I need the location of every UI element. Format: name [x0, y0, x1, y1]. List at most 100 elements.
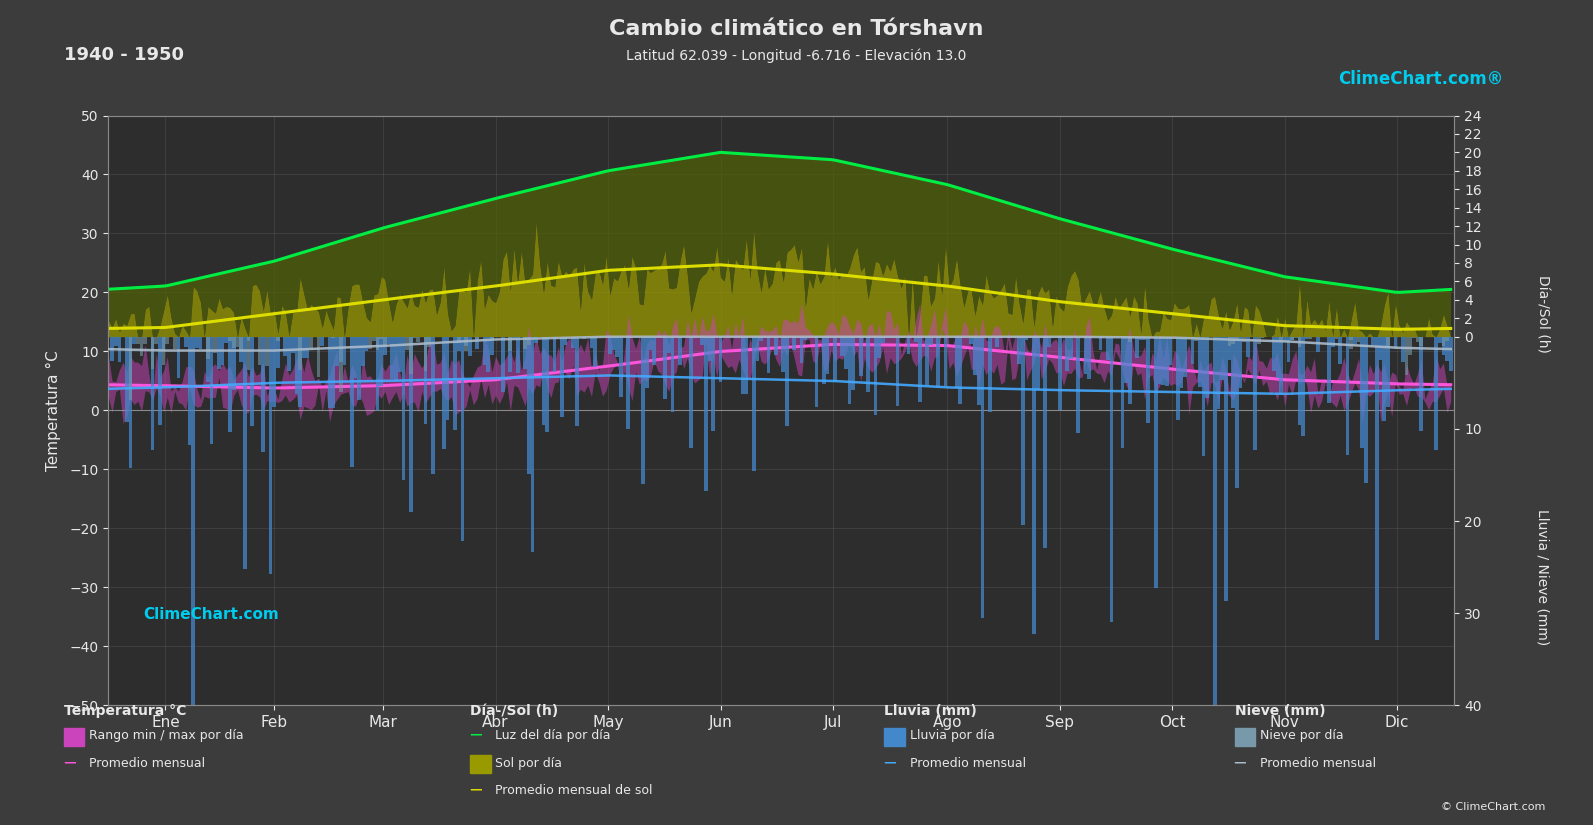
Bar — [553, 337, 556, 372]
Bar — [833, 337, 836, 382]
Bar — [814, 337, 819, 407]
Bar — [1400, 337, 1405, 362]
Bar — [914, 337, 918, 342]
Bar — [1021, 337, 1024, 525]
Bar — [825, 337, 830, 375]
Bar — [129, 337, 132, 399]
Bar — [760, 337, 763, 341]
Bar — [298, 337, 303, 370]
Bar — [409, 337, 413, 512]
Bar — [382, 337, 387, 345]
Bar — [129, 337, 132, 468]
Bar — [620, 337, 623, 398]
Bar — [261, 337, 264, 452]
Text: © ClimeChart.com: © ClimeChart.com — [1440, 802, 1545, 812]
Bar — [350, 337, 354, 468]
Bar — [1158, 337, 1161, 384]
Bar — [996, 337, 999, 347]
Bar — [1327, 337, 1330, 403]
Bar — [1450, 337, 1453, 371]
Text: Temperatura °C: Temperatura °C — [64, 705, 186, 719]
Bar — [878, 337, 881, 358]
Text: Día-/Sol (h): Día-/Sol (h) — [470, 705, 558, 719]
Bar — [393, 337, 398, 381]
Bar — [1434, 337, 1438, 450]
Bar — [409, 337, 413, 375]
Bar — [508, 337, 513, 372]
Bar — [701, 337, 704, 345]
Bar — [427, 337, 432, 347]
Bar — [118, 337, 121, 362]
Bar — [847, 337, 851, 404]
Bar — [1257, 337, 1260, 344]
Bar — [1380, 337, 1383, 360]
Bar — [335, 337, 339, 366]
Bar — [1416, 337, 1419, 342]
Bar — [1128, 337, 1131, 342]
Bar — [457, 337, 460, 342]
Bar — [712, 337, 715, 431]
Bar — [213, 337, 217, 353]
Bar — [523, 337, 527, 349]
Bar — [645, 337, 648, 388]
Bar — [339, 337, 342, 392]
Bar — [1411, 337, 1416, 338]
Bar — [468, 337, 472, 356]
Bar — [1176, 337, 1180, 420]
Bar — [589, 337, 593, 348]
Bar — [1158, 337, 1161, 338]
Bar — [1357, 337, 1360, 342]
Bar — [561, 337, 564, 417]
Bar — [1364, 337, 1368, 483]
Bar — [508, 337, 513, 351]
Bar — [937, 337, 940, 387]
Bar — [387, 337, 390, 344]
Bar — [1231, 337, 1235, 344]
Bar — [1106, 337, 1110, 360]
Bar — [542, 337, 545, 426]
Bar — [233, 337, 236, 390]
Bar — [782, 337, 785, 372]
Bar — [977, 337, 981, 405]
Bar — [446, 337, 449, 420]
Bar — [221, 337, 225, 365]
Bar — [1372, 337, 1375, 346]
Text: ─: ─ — [884, 754, 895, 772]
Text: 1940 - 1950: 1940 - 1950 — [64, 46, 183, 64]
Bar — [1161, 337, 1164, 385]
Bar — [269, 337, 272, 574]
Bar — [188, 337, 191, 446]
Bar — [1088, 337, 1091, 380]
Bar — [612, 337, 615, 350]
Bar — [926, 337, 929, 385]
Bar — [460, 337, 464, 540]
Bar — [113, 337, 118, 346]
Bar — [331, 337, 335, 338]
Bar — [1125, 337, 1128, 383]
Bar — [228, 337, 233, 432]
Bar — [660, 337, 663, 338]
Bar — [309, 337, 312, 349]
Bar — [1142, 337, 1147, 340]
Bar — [822, 337, 825, 384]
Bar — [362, 337, 365, 365]
Bar — [707, 337, 712, 361]
Bar — [457, 337, 460, 351]
Bar — [516, 337, 519, 373]
Bar — [652, 337, 656, 365]
Bar — [210, 337, 213, 445]
Bar — [1239, 337, 1243, 388]
Bar — [1442, 337, 1445, 346]
Bar — [1442, 337, 1445, 355]
Bar — [534, 337, 538, 343]
Bar — [368, 337, 373, 349]
Bar — [1271, 337, 1276, 371]
Bar — [405, 337, 409, 351]
Bar — [194, 337, 199, 348]
Bar — [373, 337, 376, 341]
Bar — [1260, 337, 1265, 338]
Bar — [151, 337, 155, 450]
Bar — [1301, 337, 1305, 436]
Bar — [177, 337, 180, 378]
Bar — [491, 337, 494, 340]
